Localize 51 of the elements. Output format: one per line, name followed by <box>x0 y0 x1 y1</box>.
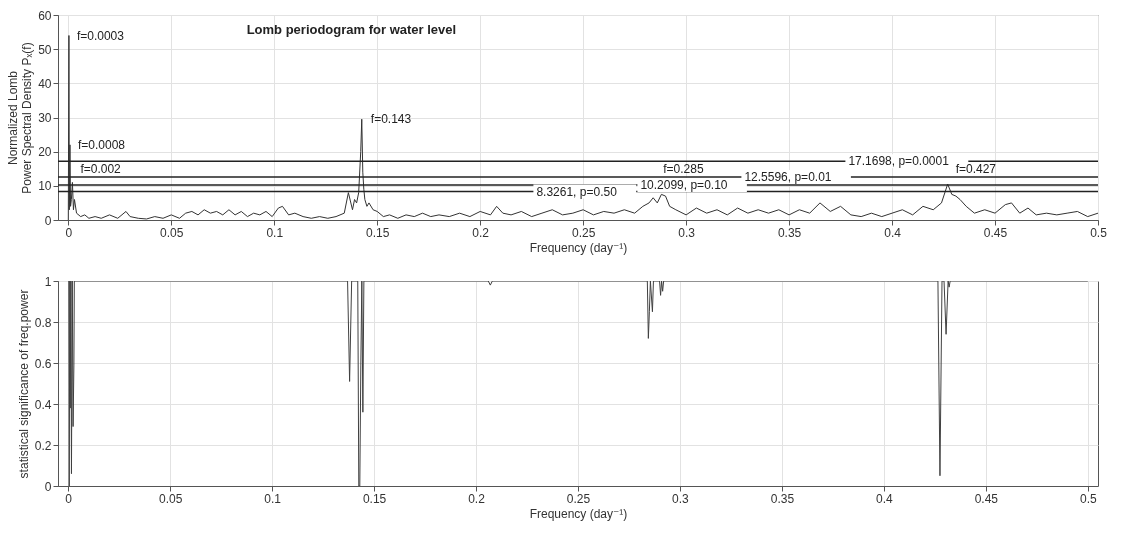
x-tick-label: 0.1 <box>266 225 284 240</box>
x-axis-title: Frequency (day⁻¹) <box>529 240 628 255</box>
annotation: f=0.002 <box>80 162 122 177</box>
x-tick-label: 0.25 <box>571 225 596 240</box>
x-tick-label: 0.45 <box>974 491 999 506</box>
x-tick-label: 0.45 <box>983 225 1008 240</box>
x-tick-label: 0.25 <box>566 491 591 506</box>
y-tick-label: 30 <box>38 111 52 125</box>
ref-line-label: 12.5596, p=0.01 <box>744 170 832 185</box>
ref-line-label: 8.3261, p=0.50 <box>536 184 618 199</box>
y-tick-label: 20 <box>38 145 52 160</box>
x-tick-label: 0 <box>65 491 73 506</box>
x-tick-label: 0.2 <box>472 225 490 240</box>
x-tick-label: 0 <box>65 225 73 240</box>
y-tick-label: 0.8 <box>34 315 52 330</box>
y-tick-label: 40 <box>38 76 52 91</box>
text: Lomb periodogram for water level <box>246 22 457 37</box>
x-tick-label: 0.05 <box>158 491 183 506</box>
annotation: f=0.0003 <box>76 28 125 43</box>
x-tick-label: 0.5 <box>1090 225 1108 240</box>
ref-line-label: 10.2099, p=0.10 <box>640 178 728 193</box>
x-tick-label: 0.35 <box>770 491 795 506</box>
y-tick-label: 0 <box>44 213 52 228</box>
x-tick-label: 0.3 <box>672 491 690 506</box>
line-series <box>67 281 1089 486</box>
y-tick-label: 60 <box>38 8 52 23</box>
x-tick-label: 0.35 <box>777 225 802 240</box>
x-tick-label: 0.2 <box>468 491 486 506</box>
x-tick-label: 0.4 <box>884 225 902 240</box>
y-tick-label: 0.4 <box>34 397 52 412</box>
x-tick-label: 0.3 <box>678 225 696 240</box>
annotation: f=0.0008 <box>77 137 126 152</box>
y-axis-title: statistical significance of freq.power <box>16 289 31 479</box>
x-axis-title: Frequency (day⁻¹) <box>529 506 628 521</box>
y-tick-label: 1 <box>44 274 52 289</box>
ref-line-label: 17.1698, p=0.0001 <box>848 154 950 169</box>
x-tick-label: 0.1 <box>264 491 282 506</box>
y-tick-label: 0 <box>44 479 52 494</box>
x-tick-label: 0.15 <box>362 491 387 506</box>
y-tick-label: 10 <box>38 179 52 194</box>
y-tick-label: 0.2 <box>34 438 52 453</box>
x-tick-label: 0.4 <box>876 491 894 506</box>
annotation: f=0.427 <box>955 162 997 177</box>
y-tick-label: 50 <box>38 42 52 57</box>
annotation: f=0.285 <box>663 162 704 177</box>
annotation: f=0.143 <box>370 112 412 127</box>
y-tick-label: 0.6 <box>34 356 52 371</box>
x-tick-label: 0.15 <box>366 225 390 240</box>
x-tick-label: 0.05 <box>160 225 184 240</box>
x-tick-label: 0.5 <box>1079 491 1097 506</box>
y-axis-title: Normalized Lomb Power Spectral Density Pₓ(f) <box>6 42 35 194</box>
